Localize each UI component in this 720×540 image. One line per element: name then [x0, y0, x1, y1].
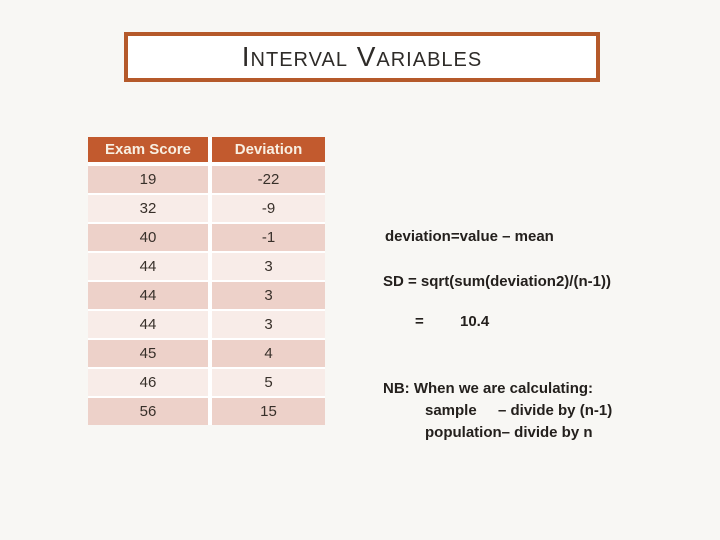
nb-block: NB: When we are calculating: sample – div…	[383, 378, 612, 444]
nb-sample-line: sample – divide by (n-1)	[383, 400, 612, 422]
table-cell: 46	[88, 369, 212, 398]
table-cell: 44	[88, 253, 212, 282]
table-cell: 56	[88, 398, 212, 425]
table-cell: 15	[212, 398, 325, 425]
title-box: Interval Variables	[124, 32, 600, 82]
table-header-exam-score: Exam Score	[88, 137, 212, 166]
exam-scores-table: Exam Score Deviation 19 -22 32 -9 40 -1 44 3 44 3 44…	[88, 137, 325, 425]
table-cell: -9	[212, 195, 325, 224]
nb-population-line: population– divide by n	[383, 422, 612, 444]
deviation-formula-text: deviation=value – mean	[385, 228, 554, 245]
table-cell: 3	[212, 282, 325, 311]
table-cell: 40	[88, 224, 212, 253]
table-cell: 44	[88, 282, 212, 311]
table-cell: -22	[212, 166, 325, 195]
sd-result-line: = 10.4	[415, 313, 489, 331]
table-cell: 5	[212, 369, 325, 398]
table-cell: 3	[212, 253, 325, 282]
table-cell: 32	[88, 195, 212, 224]
table-cell: 45	[88, 340, 212, 369]
slide-title: Interval Variables	[241, 41, 483, 72]
table-cell: 3	[212, 311, 325, 340]
sd-value: 10.4	[460, 313, 490, 330]
table-header-deviation: Deviation	[212, 137, 325, 166]
sd-formula-text: SD = sqrt(sum(deviation2)/(n-1))	[383, 273, 611, 290]
nb-population-rule: – divide by n	[501, 424, 593, 441]
table-cell: -1	[212, 224, 325, 253]
nb-heading: NB: When we are calculating:	[383, 380, 594, 397]
table-cell: 44	[88, 311, 212, 340]
nb-sample-rule: – divide by (n-1)	[498, 402, 613, 419]
nb-population-label: population	[425, 424, 502, 441]
table-cell: 4	[212, 340, 325, 369]
table-cell: 19	[88, 166, 212, 195]
equals-sign: =	[415, 313, 424, 330]
nb-sample-label: sample	[425, 402, 477, 419]
